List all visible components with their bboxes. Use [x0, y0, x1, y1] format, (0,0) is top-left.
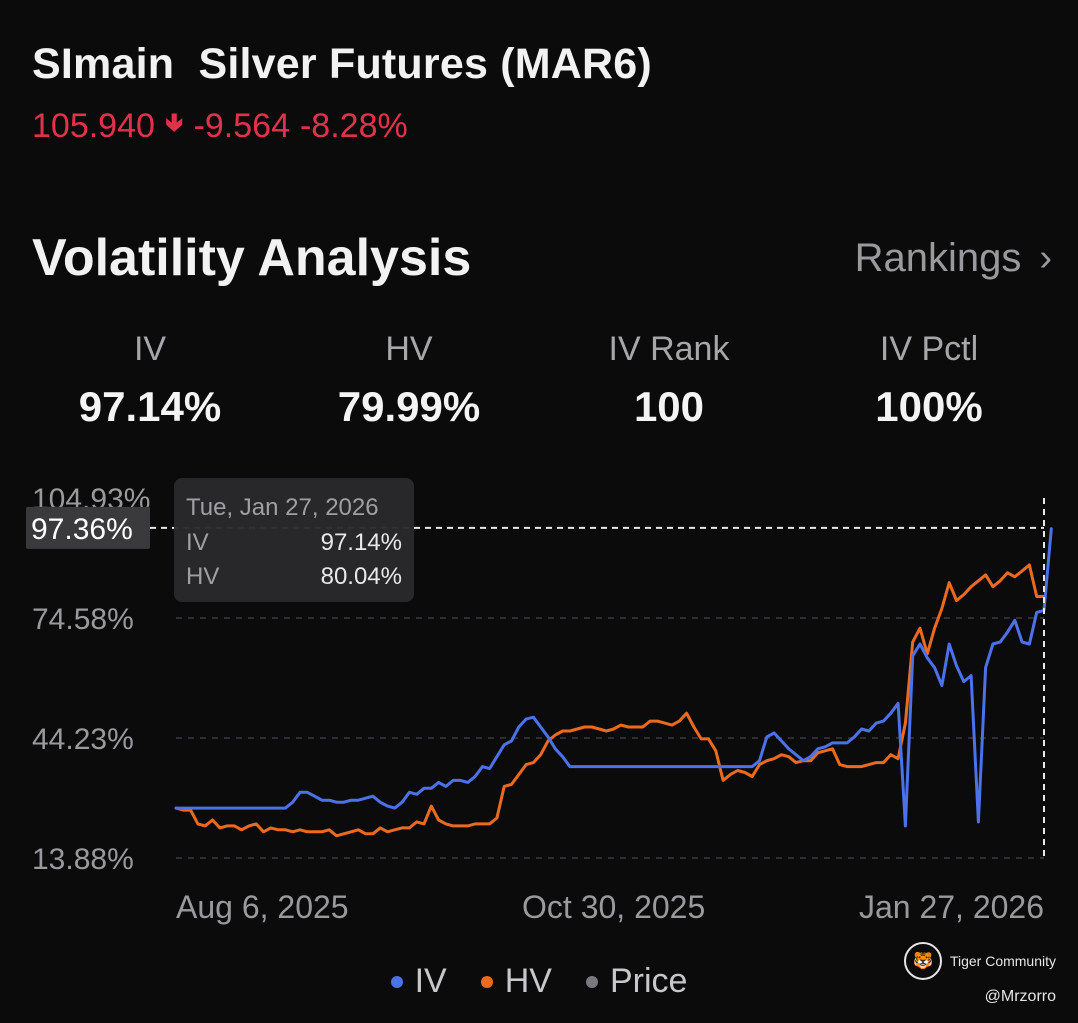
legend-hv[interactable]: HV: [480, 962, 552, 1001]
brand-watermark: 🐯 Tiger Community: [903, 942, 1056, 980]
x-tick-label: Oct 30, 2025: [522, 889, 705, 925]
instrument-title: SImain Silver Futures (MAR6): [32, 40, 652, 89]
metric-label: HV: [385, 330, 433, 368]
y-tick-label: 44.23%: [32, 723, 134, 756]
metric-value: 100: [633, 383, 705, 430]
metric-value: 97.14%: [78, 383, 222, 430]
symbol: SImain: [32, 40, 175, 88]
metric-label: IV Pctl: [879, 330, 979, 368]
legend-label: HV: [504, 962, 552, 1000]
legend-dot: [585, 975, 598, 988]
tiger-logo-icon: 🐯: [903, 942, 942, 980]
metric-hv: HV 79.99%: [289, 330, 529, 431]
down-arrow-icon: 🢃: [164, 107, 184, 137]
volatility-chart[interactable]: 104.93%74.58%44.23%13.88% Aug 6, 2025 Oct…: [0, 470, 1078, 940]
last-price: 105.940: [32, 106, 155, 145]
metric-iv-pctl: IV Pctl 100%: [809, 330, 1049, 431]
tooltip-box: [174, 478, 414, 602]
rankings-link[interactable]: Rankings ›: [855, 236, 1052, 281]
series-line-hv: [174, 563, 1046, 838]
metric-label: IV Rank: [608, 330, 730, 368]
y-tick-label: 74.58%: [32, 603, 134, 636]
chart-tooltip: Tue, Jan 27, 2026 IV 97.14% HV 80.04%: [174, 478, 414, 602]
tooltip-hv-label: HV: [186, 563, 219, 590]
y-tick-label: 13.88%: [32, 843, 134, 876]
x-tick-label: Jan 27, 2026: [859, 889, 1044, 925]
tooltip-iv-value: 97.14%: [321, 529, 402, 556]
metric-label: IV: [133, 330, 167, 368]
legend-price[interactable]: Price: [585, 962, 688, 1001]
instrument-name: Silver Futures (MAR6): [198, 40, 652, 88]
metric-iv: IV 97.14%: [30, 330, 270, 431]
crosshair-label-box: [26, 506, 150, 549]
x-tick-label: Aug 6, 2025: [176, 889, 349, 925]
legend-dot: [390, 975, 403, 988]
chart-legend: IV HV Price: [0, 962, 1078, 1001]
author-handle: @Mrzorro: [984, 988, 1056, 1005]
x-axis: Aug 6, 2025 Oct 30, 2025 Jan 27, 2026: [176, 889, 1044, 925]
y-axis: 104.93%74.58%44.23%13.88%: [32, 483, 150, 876]
brand-name: Tiger Community: [949, 953, 1056, 969]
chevron-right-icon: ›: [1039, 237, 1052, 279]
legend-iv[interactable]: IV: [390, 962, 447, 1001]
legend-label: Price: [609, 962, 688, 1000]
legend-dot: [480, 975, 493, 988]
series-line-iv: [174, 527, 1053, 828]
tooltip-date: Tue, Jan 27, 2026: [186, 494, 379, 521]
crosshair-label: 97.36%: [31, 513, 133, 546]
legend-label: IV: [414, 962, 447, 1000]
price-change-pct: -8.28%: [299, 106, 408, 145]
metric-value: 100%: [875, 383, 983, 430]
metric-iv-rank: IV Rank 100: [549, 330, 789, 431]
price-quote: 105.940 🢃 -9.564 -8.28%: [32, 104, 408, 148]
metric-value: 79.99%: [337, 383, 481, 430]
tooltip-iv-label: IV: [186, 529, 209, 556]
rankings-label: Rankings: [854, 236, 1022, 280]
price-change: -9.564: [193, 106, 290, 145]
series-layer: [174, 527, 1053, 838]
tooltip-hv-value: 80.04%: [321, 563, 402, 590]
section-title: Volatility Analysis: [32, 229, 472, 287]
